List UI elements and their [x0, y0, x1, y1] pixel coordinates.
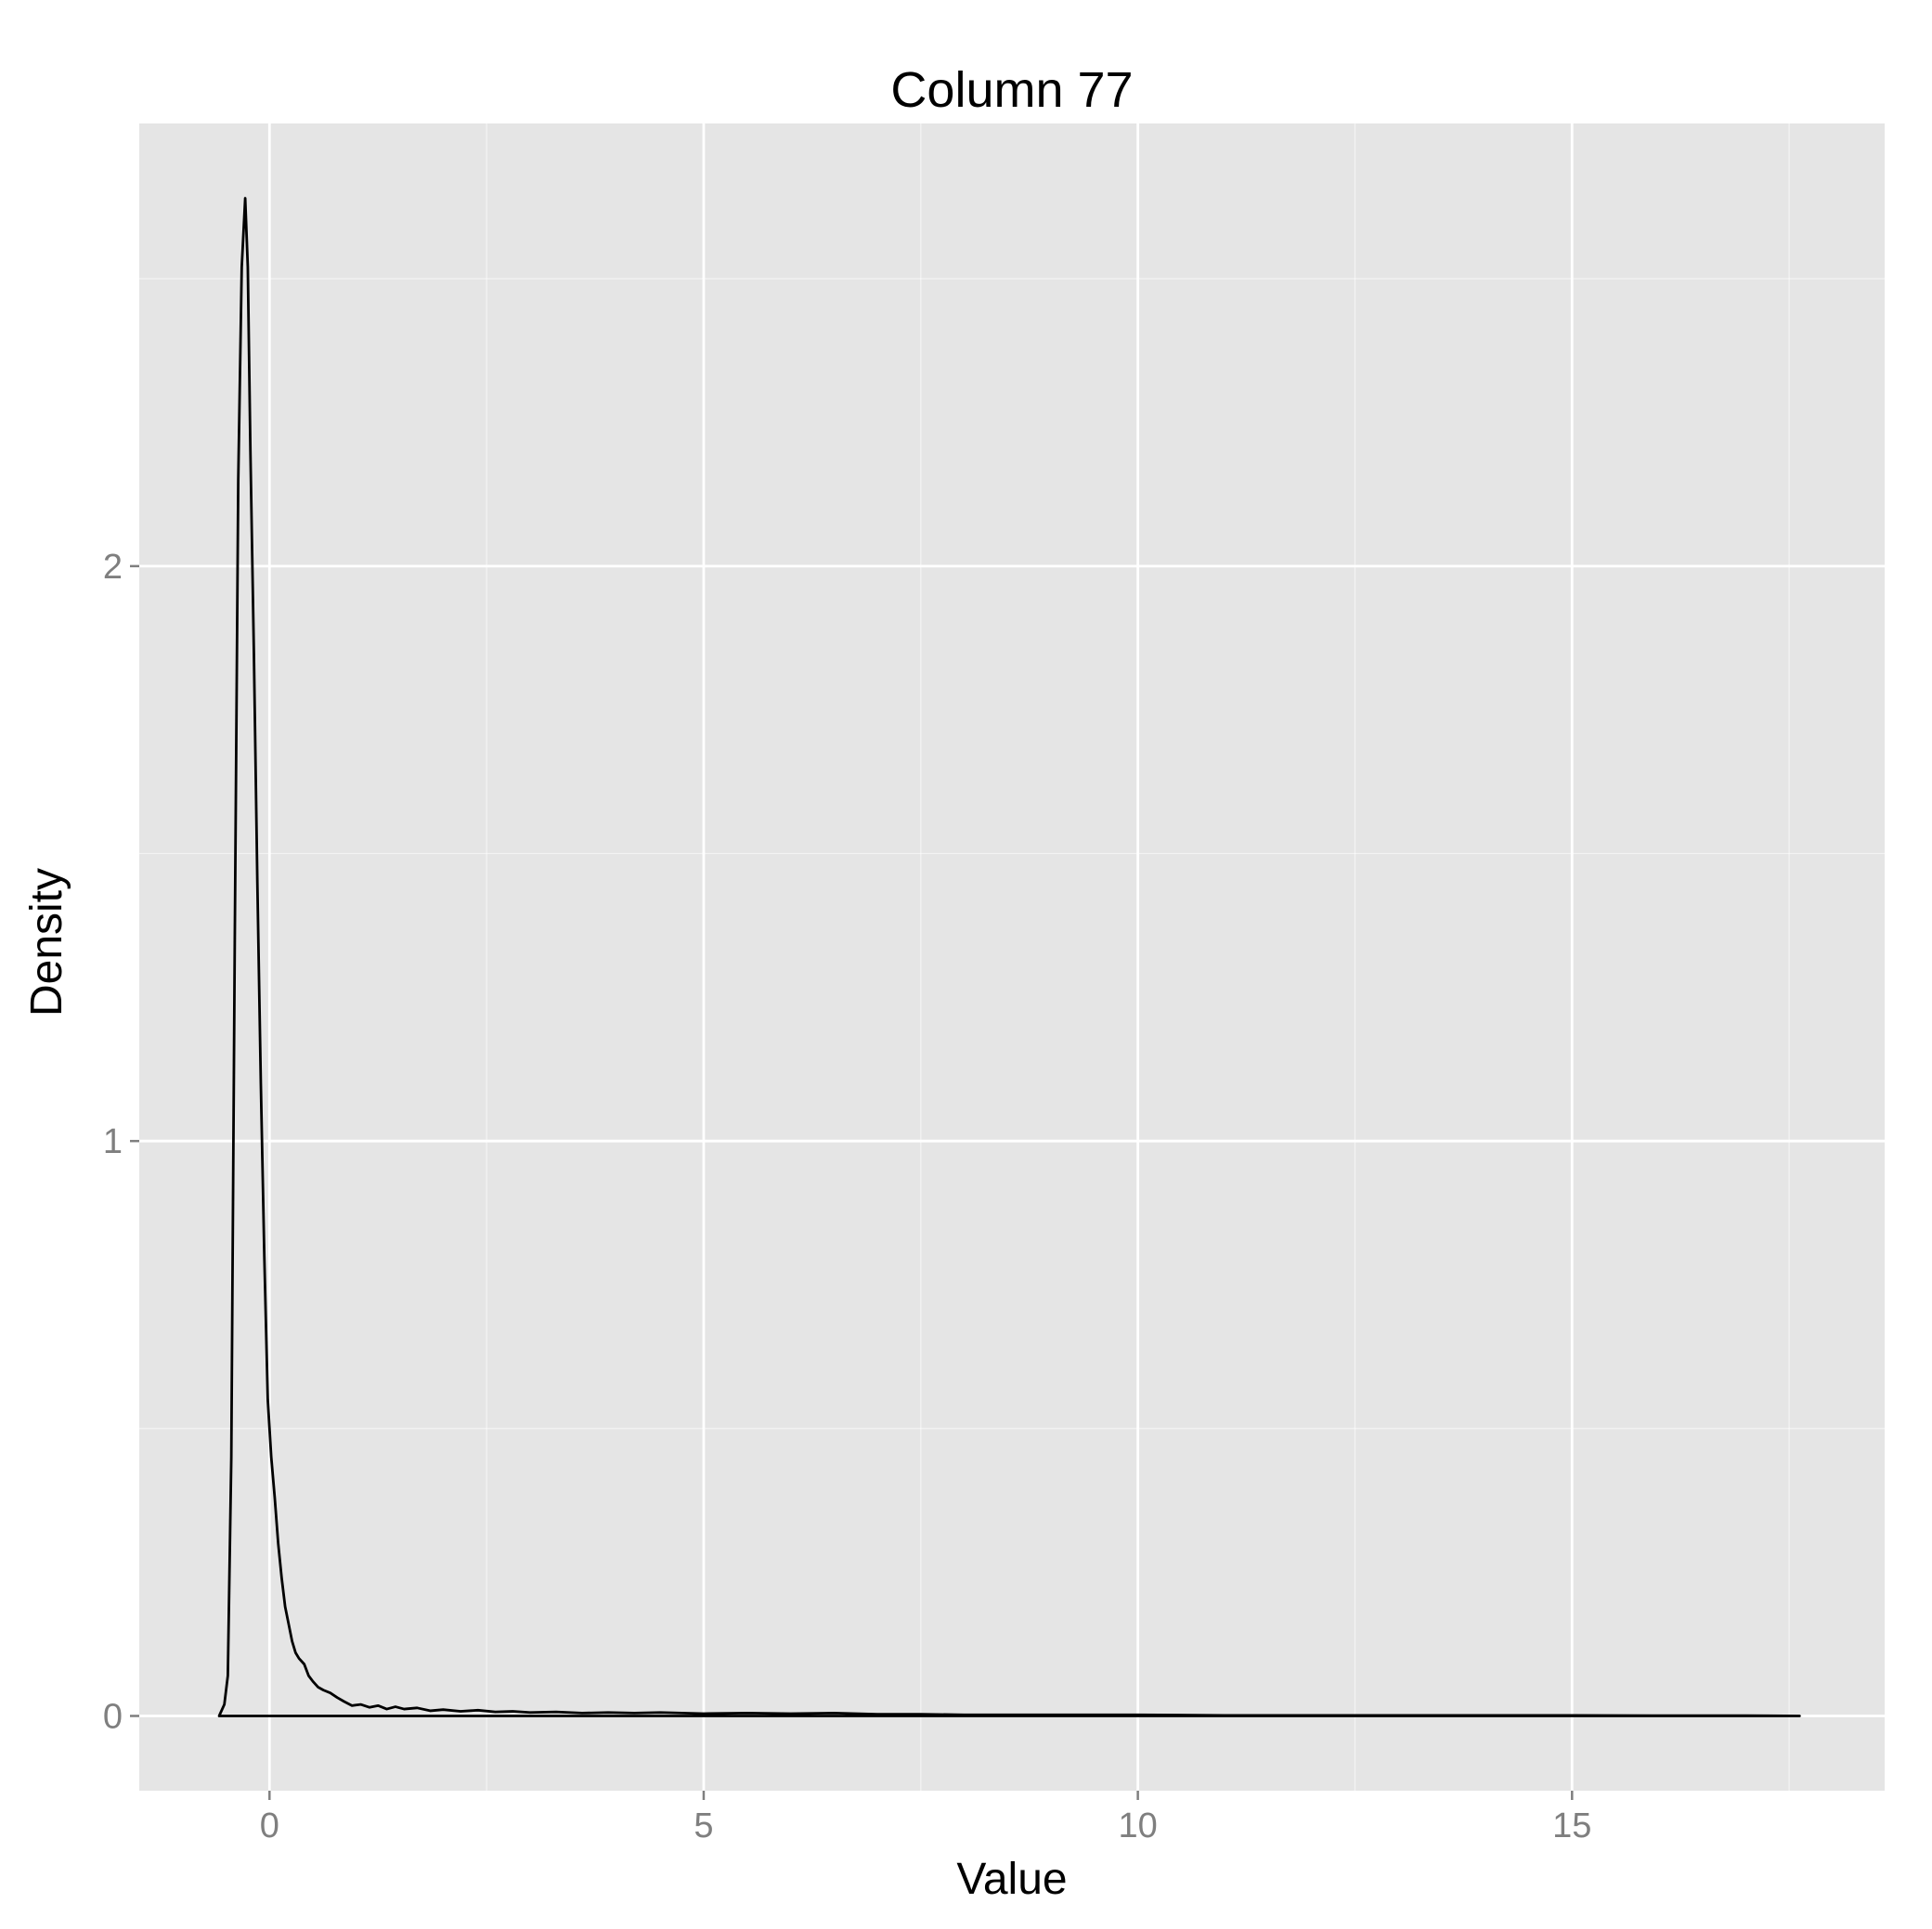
minor-gridlines: [139, 123, 1885, 1791]
x-tick-label: 10: [1118, 1806, 1157, 1845]
y-tick-label: 0: [103, 1697, 123, 1736]
y-axis-ticks: 0 1 2: [103, 548, 139, 1736]
chart-title: Column 77: [890, 62, 1133, 118]
x-tick-label: 15: [1552, 1806, 1591, 1845]
series-layer: [217, 197, 1801, 1717]
x-axis-label: Value: [956, 1855, 1067, 1904]
y-tick-label: 2: [103, 548, 123, 587]
plot-panel: [139, 123, 1885, 1791]
density-curve: [217, 197, 1801, 1717]
x-tick-label: 5: [694, 1806, 713, 1845]
y-axis-label: Density: [22, 868, 71, 1016]
x-axis-ticks: 0 5 10 15: [260, 1791, 1591, 1845]
y-tick-label: 1: [103, 1122, 123, 1161]
x-tick-label: 0: [260, 1806, 279, 1845]
